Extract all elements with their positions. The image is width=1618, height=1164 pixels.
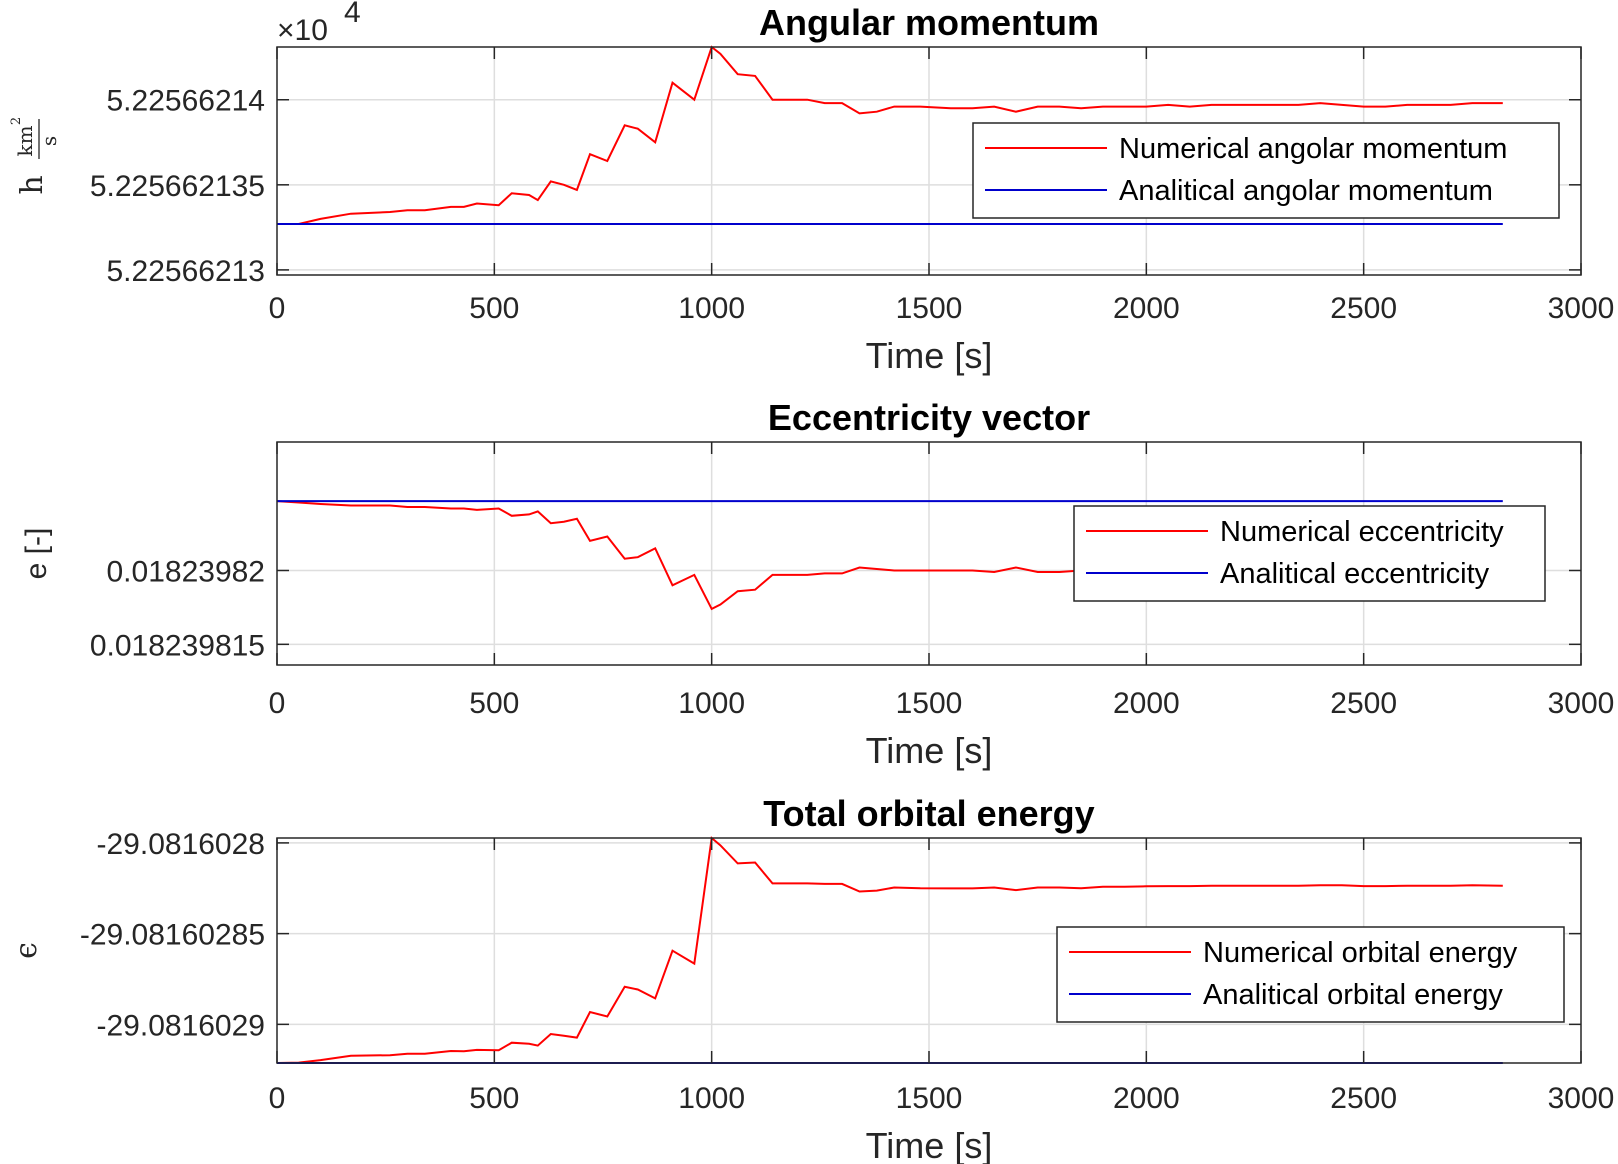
legend-entry: Numerical orbital energy — [1203, 937, 1518, 969]
y-tick-label: -29.0816028 — [97, 828, 266, 861]
legend: Numerical orbital energy Analitical orbit… — [1056, 926, 1565, 1023]
y-axis-label: e [-] — [20, 528, 53, 580]
x-tick-label: 500 — [469, 292, 519, 325]
y-axis-label: h km2 s — [9, 117, 61, 195]
numerical-series-line — [277, 45, 1503, 225]
x-tick-label: 2500 — [1330, 292, 1397, 325]
y-tick-label: -29.08160285 — [80, 919, 265, 952]
x-tick-label: 1500 — [896, 1082, 963, 1115]
y-tick-label: -29.0816029 — [97, 1009, 266, 1042]
chart-title: Angular momentum — [759, 2, 1099, 43]
y-label-unit-den: s — [37, 136, 61, 146]
legend-entry: Numerical eccentricity — [1220, 516, 1504, 548]
legend-box — [972, 122, 1560, 219]
x-tick-label: 0 — [269, 687, 286, 720]
chart-panel-2: 0 500 1000 1500 2000 2500 3000 0.018239815 0.018… — [20, 397, 1614, 771]
y-tick-label: 5.22566213 — [107, 255, 266, 288]
x-tick-label: 3000 — [1548, 1082, 1615, 1115]
legend-entry: Analitical angolar momentum — [1119, 175, 1493, 207]
x-tick-label: 500 — [469, 1082, 519, 1115]
x-tick-label: 2000 — [1113, 687, 1180, 720]
chart-panel-3: 0 500 1000 1500 2000 2500 3000 -29.0816029 -29.0… — [9, 793, 1614, 1164]
x-tick-label: 2000 — [1113, 292, 1180, 325]
x-tick-label: 1500 — [896, 292, 963, 325]
y-tick-label: 5.22566214 — [107, 85, 266, 118]
y-exponent-base: ×10 — [277, 14, 328, 47]
x-axis-label: Time [s] — [866, 1125, 993, 1164]
legend-box — [1073, 505, 1546, 602]
y-axis-label: ϵ — [9, 942, 44, 959]
x-tick-label: 1000 — [678, 687, 745, 720]
y-label-unit-num: km — [13, 125, 37, 156]
legend-entry: Analitical orbital energy — [1203, 979, 1503, 1011]
x-tick-label: 500 — [469, 687, 519, 720]
x-tick-label: 1000 — [678, 1082, 745, 1115]
y-tick-label: 0.018239815 — [90, 629, 265, 662]
x-tick-label: 0 — [269, 1082, 286, 1115]
x-tick-label: 3000 — [1548, 292, 1615, 325]
legend: Numerical eccentricity Analitical eccentr… — [1073, 505, 1546, 602]
x-tick-label: 0 — [269, 292, 286, 325]
legend-box — [1056, 926, 1565, 1023]
x-tick-label: 1000 — [678, 292, 745, 325]
y-label-unit-num-exp: 2 — [9, 117, 24, 125]
x-tick-label: 2000 — [1113, 1082, 1180, 1115]
y-exponent-power: 4 — [344, 0, 361, 29]
legend: Numerical angolar momentum Analitical ang… — [972, 122, 1560, 219]
numerical-series-line — [276, 836, 1503, 1064]
y-tick-label: 0.01823982 — [107, 555, 266, 588]
chart-panel-1: 0 500 1000 1500 2000 2500 3000 5.22566213 5.2256… — [9, 0, 1614, 376]
x-tick-label: 2500 — [1330, 687, 1397, 720]
y-exponent: ×10 4 — [277, 0, 361, 47]
chart-title: Eccentricity vector — [768, 397, 1090, 438]
chart-title: Total orbital energy — [763, 793, 1094, 834]
x-tick-label: 1500 — [896, 687, 963, 720]
legend-entry: Numerical angolar momentum — [1119, 133, 1507, 165]
x-axis-label: Time [s] — [866, 730, 993, 771]
y-label-symbol: h — [15, 175, 50, 194]
x-axis-label: Time [s] — [866, 335, 993, 376]
legend-entry: Analitical eccentricity — [1220, 558, 1490, 590]
x-tick-label: 2500 — [1330, 1082, 1397, 1115]
x-tick-label: 3000 — [1548, 687, 1615, 720]
y-tick-label: 5.225662135 — [90, 170, 265, 203]
